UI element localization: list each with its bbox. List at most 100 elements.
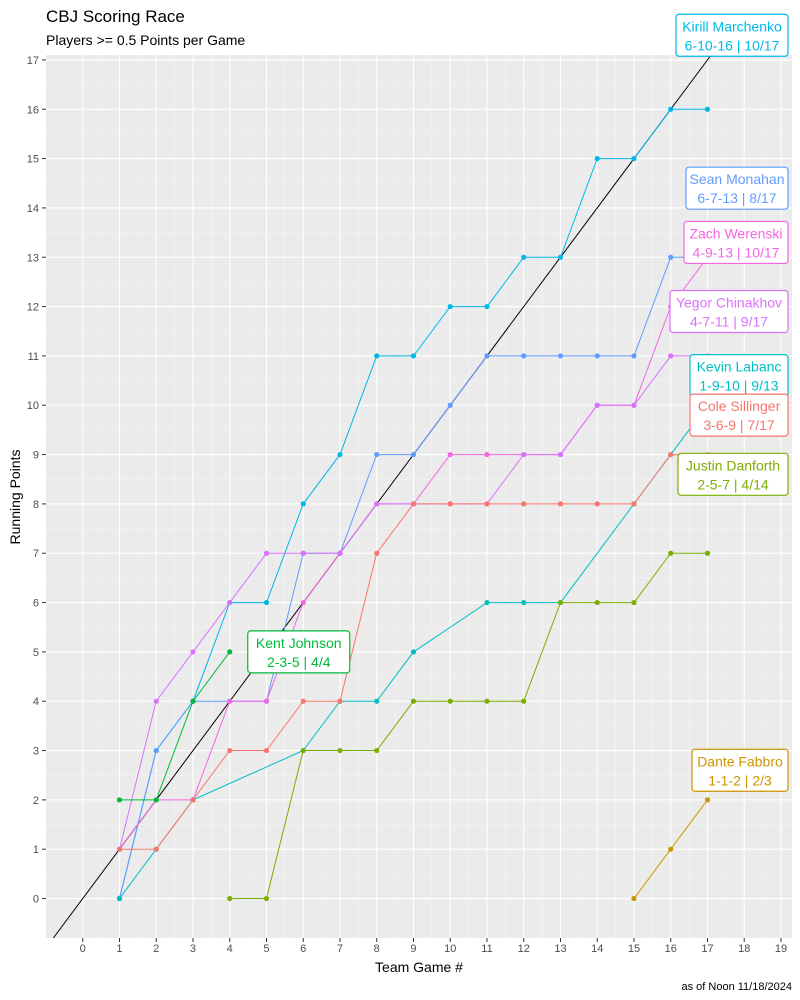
y-tick-label: 15 — [27, 154, 39, 166]
x-axis-title: Team Game # — [375, 959, 463, 975]
series-label-yegor-chinakhov: Yegor Chinakhov 4-7-11 | 9/17 — [669, 289, 789, 334]
series-label-sean-monahan: Sean Monahan 6-7-13 | 8/17 — [685, 166, 789, 210]
x-tick-label: 15 — [628, 943, 640, 955]
x-tick-label: 9 — [410, 943, 416, 955]
data-point-zach-werenski — [227, 698, 233, 704]
label-box — [675, 13, 789, 57]
y-tick-label: 12 — [27, 302, 39, 314]
data-point-cole-sillinger — [116, 846, 123, 852]
data-point-kent-johnson — [116, 797, 123, 803]
data-point-cole-sillinger — [631, 501, 637, 507]
x-tick-label: 0 — [80, 943, 86, 955]
x-tick-label: 17 — [701, 943, 713, 955]
data-point-sean-monahan — [668, 254, 674, 260]
series-label-cole-sillinger: Cole Sillinger 3-6-9 | 7/17 — [689, 393, 789, 437]
data-point-yegor-chinakhov — [594, 402, 600, 408]
x-tick-label: 2 — [153, 943, 159, 955]
label-player-name: Justin Danforth — [686, 457, 780, 473]
data-point-kirill-marchenko — [447, 303, 453, 310]
data-point-cole-sillinger — [337, 698, 343, 704]
label-player-name: Kevin Labanc — [697, 359, 782, 375]
data-point-yegor-chinakhov — [631, 402, 637, 408]
label-player-stats: 6-7-13 | 8/17 — [697, 190, 776, 206]
chart-title: CBJ Scoring Race — [46, 7, 185, 26]
data-point-sean-monahan — [374, 451, 380, 458]
x-tick-label: 3 — [190, 943, 196, 955]
data-point-yegor-chinakhov — [557, 451, 564, 458]
x-tick-label: 7 — [337, 943, 343, 955]
data-point-sean-monahan — [594, 353, 600, 359]
data-point-justin-danforth — [447, 698, 453, 704]
data-point-justin-danforth — [410, 698, 417, 704]
data-point-kent-johnson — [190, 698, 196, 704]
data-point-sean-monahan — [410, 451, 417, 458]
data-point-sean-monahan — [521, 353, 527, 359]
data-point-zach-werenski — [263, 698, 270, 704]
y-tick-label: 5 — [33, 647, 39, 659]
label-player-stats: 4-9-13 | 10/17 — [693, 244, 780, 260]
data-point-dante-fabbro — [704, 797, 711, 803]
data-point-cole-sillinger — [227, 747, 233, 754]
x-tick-label: 4 — [227, 943, 233, 955]
series-line-justin-danforth — [229, 552, 708, 899]
x-tick-label: 6 — [300, 943, 306, 955]
label-player-name: Zach Werenski — [689, 225, 782, 241]
series-label-kevin-labanc: Kevin Labanc 1-9-10 | 9/13 — [689, 354, 789, 398]
reference-line — [52, 54, 712, 939]
minor-gridlines — [46, 55, 792, 938]
series-label-kent-johnson: Kent Johnson 2-3-5 | 4/4 — [247, 630, 351, 674]
one-point-per-game-line — [52, 54, 712, 939]
data-point-kevin-labanc — [410, 649, 417, 655]
data-point-cole-sillinger — [668, 451, 674, 458]
label-player-stats: 6-10-16 | 10/17 — [685, 37, 780, 53]
series-label-zach-werenski: Zach Werenski 4-9-13 | 10/17 — [683, 220, 789, 265]
data-point-yegor-chinakhov — [300, 550, 306, 556]
data-point-justin-danforth — [484, 698, 490, 704]
label-player-name: Dante Fabbro — [697, 753, 783, 769]
data-point-justin-danforth — [631, 599, 637, 606]
data-point-kirill-marchenko — [300, 501, 306, 507]
x-tick-label: 19 — [775, 943, 787, 955]
series-label-justin-danforth: Justin Danforth 2-5-7 | 4/14 — [677, 452, 789, 496]
label-player-name: Kirill Marchenko — [682, 18, 782, 34]
data-point-sean-monahan — [153, 747, 159, 754]
data-point-kirill-marchenko — [374, 353, 380, 359]
y-tick-label: 11 — [28, 351, 39, 363]
label-player-stats: 2-5-7 | 4/14 — [697, 476, 769, 492]
x-tick-label: 14 — [591, 943, 603, 955]
y-tick-label: 9 — [33, 450, 39, 462]
y-tick-label: 3 — [33, 746, 39, 758]
y-tick-label: 0 — [33, 894, 39, 906]
data-point-kirill-marchenko — [594, 155, 600, 162]
label-player-stats: 1-9-10 | 9/13 — [699, 378, 778, 394]
data-point-justin-danforth — [521, 698, 527, 704]
chart-subtitle: Players >= 0.5 Points per Game — [46, 32, 245, 48]
data-point-kirill-marchenko — [410, 353, 417, 359]
data-point-kevin-labanc — [374, 698, 380, 704]
x-tick-label: 11 — [481, 943, 492, 955]
data-point-yegor-chinakhov — [153, 698, 159, 704]
y-tick-label: 16 — [27, 104, 39, 116]
y-tick-label: 17 — [27, 55, 39, 67]
y-tick-label: 14 — [27, 203, 39, 215]
data-point-cole-sillinger — [374, 550, 380, 556]
data-point-yegor-chinakhov — [263, 550, 270, 556]
label-box — [677, 452, 789, 496]
data-point-cole-sillinger — [300, 698, 306, 704]
data-point-justin-danforth — [374, 747, 380, 754]
y-tick-label: 6 — [33, 598, 39, 610]
label-box — [685, 166, 789, 210]
data-point-yegor-chinakhov — [337, 550, 343, 556]
x-tick-label: 12 — [518, 943, 530, 955]
data-point-kirill-marchenko — [668, 106, 674, 112]
label-box — [691, 748, 789, 792]
data-point-kirill-marchenko — [521, 254, 527, 260]
caption: as of Noon 11/18/2024 — [682, 981, 793, 993]
data-point-kirill-marchenko — [337, 451, 343, 458]
x-tick-label: 18 — [738, 943, 750, 955]
data-point-cole-sillinger — [484, 501, 490, 507]
x-tick-label: 13 — [554, 943, 566, 955]
x-tick-label: 5 — [263, 943, 269, 955]
